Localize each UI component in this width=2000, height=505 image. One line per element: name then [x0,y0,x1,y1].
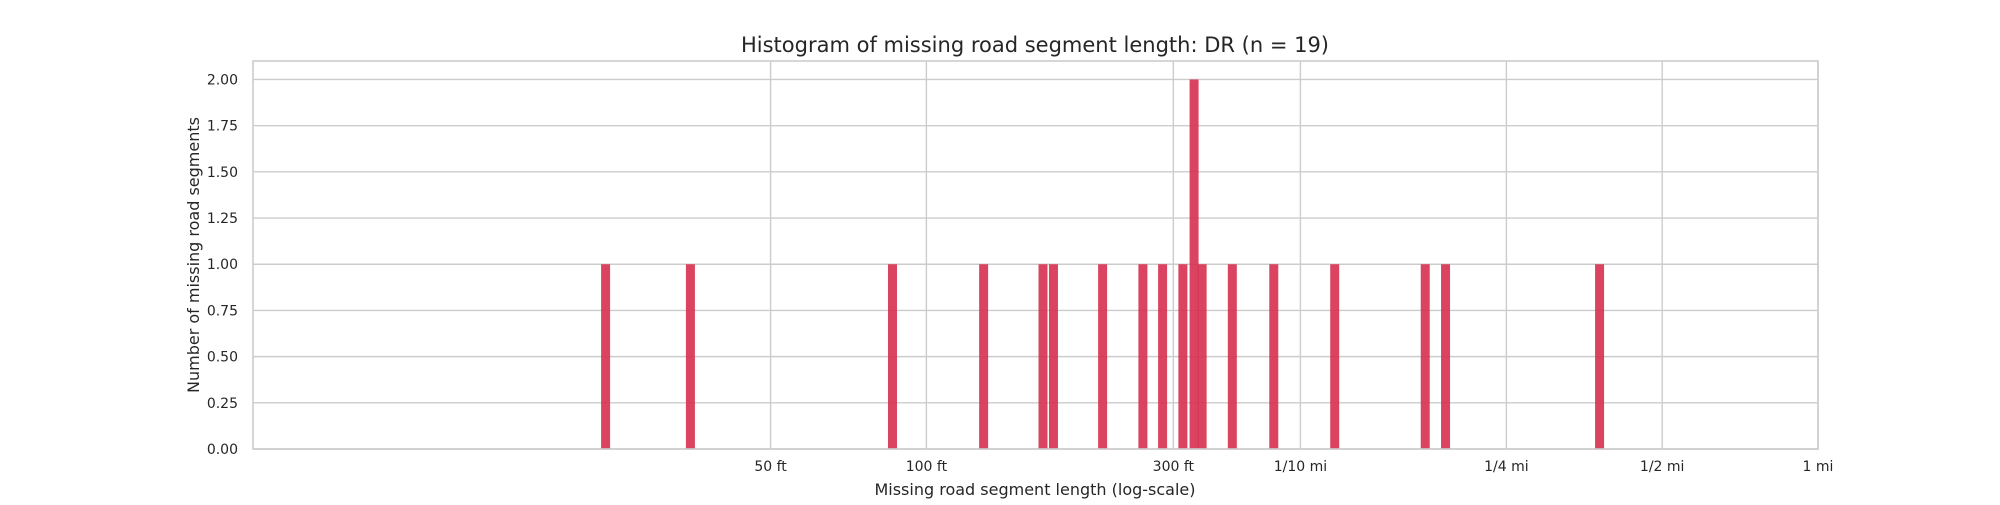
histogram-bar [1269,264,1279,449]
histogram-bar [1158,264,1168,449]
histogram-bar [1441,264,1451,449]
y-tick-label: 1.25 [207,211,238,227]
histogram-bar [1178,264,1188,449]
y-tick-label: 1.75 [207,119,238,135]
x-tick-label: 1 mi [1803,459,1834,475]
y-tick-label: 0.25 [207,396,238,412]
x-tick-label: 50 ft [754,459,787,475]
histogram-bar [1098,264,1108,449]
histogram-bar [979,264,989,449]
y-tick-label: 1.00 [207,257,238,273]
y-tick-labels: 0.00 0.25 0.50 0.75 1.00 1.25 1.50 1.75 2.00 [207,72,238,458]
plot-area [253,61,1818,449]
histogram-bar [1189,79,1199,449]
histogram-bar [1038,264,1048,449]
y-tick-label: 0.00 [207,442,238,458]
y-tick-label: 1.50 [207,165,238,181]
x-tick-label: 1/4 mi [1484,459,1529,475]
histogram-bar [1330,264,1340,449]
histogram-bar [601,264,611,449]
x-axis-label: Missing road segment length (log-scale) [874,480,1195,499]
histogram-bar [887,264,897,449]
grid-lines [253,61,1819,450]
histogram-bar [1048,264,1058,449]
chart-title: Histogram of missing road segment length… [741,33,1329,57]
x-tick-label: 1/2 mi [1640,459,1685,475]
histogram-bar [1595,264,1605,449]
histogram-bar [1227,264,1237,449]
histogram-bar [1138,264,1148,449]
x-tick-label: 1/10 mi [1274,459,1327,475]
y-tick-label: 0.75 [207,303,238,319]
bars [601,79,1605,449]
x-tick-label: 100 ft [906,459,948,475]
histogram-bar [1197,264,1207,449]
x-tick-labels: 50 ft 100 ft 300 ft 1/10 mi 1/4 mi 1/2 mi 1 mi [754,459,1833,475]
y-tick-label: 2.00 [207,72,238,88]
plot-frame [252,60,1819,450]
y-axis-label: Number of missing road segments [184,117,203,393]
x-tick-label: 300 ft [1153,459,1195,475]
histogram-bar [685,264,695,449]
histogram-bar [1420,264,1430,449]
y-tick-label: 0.50 [207,350,238,366]
